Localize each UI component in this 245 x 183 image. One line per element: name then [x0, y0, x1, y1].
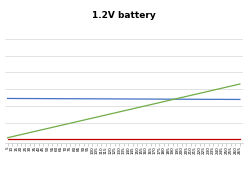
Title: 1.2V battery: 1.2V battery — [92, 11, 156, 20]
